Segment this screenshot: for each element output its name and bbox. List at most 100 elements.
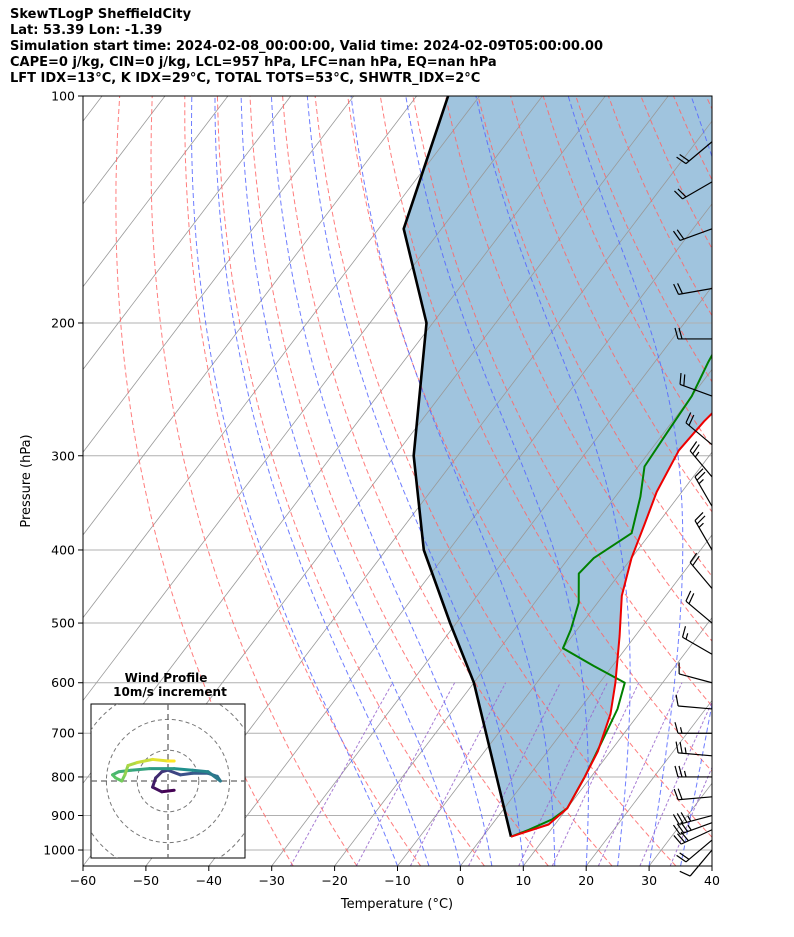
- wind-barb-flag: [679, 154, 690, 162]
- dry-adiabat-line: [347, 96, 712, 838]
- x-tick-label: 20: [578, 873, 594, 888]
- wind-barb: [685, 590, 713, 624]
- wind-barb-flag: [679, 373, 682, 385]
- isotherm-line: [522, 617, 712, 866]
- mixing-ratio-line: [468, 682, 561, 866]
- wind-barb: [672, 228, 713, 241]
- hodograph-segment: [126, 761, 139, 768]
- dry-adiabat-layer: [115, 96, 794, 866]
- title-indices-1: CAPE=0 j/kg, CIN=0 j/kg, LCL=957 hPa, LF…: [10, 55, 497, 70]
- wind-barb-flag: [676, 156, 687, 165]
- wind-barb-flag: [675, 741, 679, 753]
- wind-barb: [678, 662, 713, 684]
- wind-barb-flag: [685, 590, 692, 602]
- mixing-ratio-layer: [290, 682, 712, 866]
- mixing-ratio-line: [551, 682, 640, 866]
- hodograph-segment: [166, 768, 182, 777]
- x-tick-label: −20: [321, 873, 347, 888]
- wind-barb-staff: [679, 228, 713, 241]
- wind-barb-staff: [678, 796, 713, 801]
- wind-barb-flag: [679, 852, 690, 860]
- wind-barb-flag: [688, 593, 695, 605]
- wind-barb-flag: [685, 412, 692, 424]
- wind-barb-staff: [679, 383, 713, 397]
- wind-barb-flag: [676, 854, 687, 863]
- wind-barb-flag: [672, 814, 680, 825]
- moist-adiabat-line: [711, 863, 712, 866]
- wind-barb-staff: [679, 673, 713, 684]
- dry-adiabat-line: [445, 96, 712, 642]
- wind-barb-half-flag: [679, 727, 683, 734]
- wind-barb-staff: [679, 814, 713, 825]
- moist-adiabat-line: [405, 96, 589, 866]
- wind-barb-half-flag: [698, 478, 704, 485]
- temperature-line: [510, 412, 712, 838]
- dry-adiabat-line: [739, 96, 794, 866]
- wind-barb-flag: [673, 835, 682, 845]
- mixing-ratio-line: [639, 700, 712, 866]
- wind-barb-staff: [689, 450, 713, 478]
- hodograph-segment: [178, 771, 195, 777]
- x-tick-label: −60: [70, 873, 96, 888]
- wind-barb: [676, 141, 713, 165]
- dry-adiabat-line: [216, 96, 485, 866]
- title-times: Simulation start time: 2024-02-08_00:00:…: [10, 39, 603, 54]
- x-tick-label: −10: [384, 873, 410, 888]
- dry-adiabat-line: [477, 96, 712, 578]
- isotherm-line: [711, 865, 712, 866]
- wind-barb: [675, 694, 713, 710]
- wind-barb-flag: [673, 283, 680, 295]
- wind-barb-flag: [689, 441, 698, 452]
- hodograph-subtitle: 10m/s increment: [113, 685, 227, 699]
- wind-barb-flag: [683, 374, 686, 386]
- wind-barb-staff: [694, 476, 713, 507]
- wind-barb: [674, 181, 713, 200]
- moist-adiabat-line: [270, 96, 493, 866]
- wind-barb-staff: [689, 849, 713, 877]
- wind-barb-flag: [679, 741, 683, 754]
- dry-adiabat-line: [249, 96, 549, 866]
- wind-barb-flag: [678, 327, 683, 340]
- wind-barb-flag: [675, 694, 679, 707]
- y-tick-label: 100: [51, 89, 75, 104]
- wind-barb-staff: [694, 520, 713, 551]
- hodograph-segment: [172, 767, 195, 772]
- wind-barb-staff: [685, 141, 713, 165]
- wind-barb-flag: [692, 444, 700, 455]
- wind-barb: [674, 327, 712, 340]
- wind-barb-flag: [674, 190, 683, 200]
- y-tick-label: 200: [51, 315, 75, 330]
- isotherm-layer: [83, 96, 794, 866]
- y-tick-label: 800: [51, 769, 75, 784]
- isotherm-line: [83, 96, 103, 122]
- isotherm-line: [775, 96, 794, 866]
- isotherm-line: [271, 285, 712, 866]
- wind-barb: [679, 373, 713, 397]
- x-axis-label: Temperature (°C): [340, 897, 453, 912]
- wind-barb-flag: [681, 626, 687, 638]
- wind-barb-flag: [688, 414, 695, 426]
- wind-barb-flag: [674, 327, 679, 340]
- wind-barb-staff: [685, 422, 713, 446]
- hodograph-title: Wind Profile: [125, 671, 208, 685]
- isotherm-line: [397, 451, 712, 866]
- hodograph-segment: [129, 767, 152, 772]
- wind-barb-flag: [674, 765, 679, 778]
- mixing-ratio-line: [597, 682, 683, 866]
- wind-barb-flag: [678, 765, 683, 778]
- wind-barb: [685, 412, 713, 446]
- moist-adiabat-line: [350, 96, 556, 866]
- wind-barb-flag: [677, 188, 687, 198]
- x-tick-label: 0: [456, 873, 464, 888]
- wind-barb-flag: [696, 515, 706, 525]
- x-tick-label: −50: [133, 873, 159, 888]
- wind-barb-staff: [685, 839, 713, 863]
- x-tick-label: 40: [704, 873, 720, 888]
- wind-barb-flag: [676, 823, 685, 834]
- wind-barb-flag: [676, 229, 685, 240]
- wind-barb-flag: [677, 788, 683, 800]
- parcel-profile-line: [402, 96, 513, 838]
- isotherm-line: [208, 203, 712, 866]
